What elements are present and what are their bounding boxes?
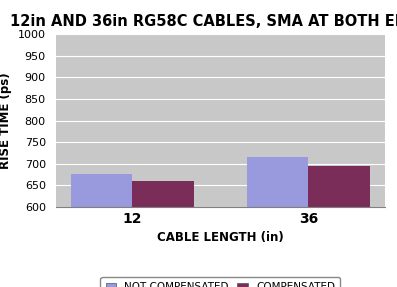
Bar (132, 181, 194, 287)
Bar (71, 174, 132, 287)
Bar (308, 166, 370, 287)
Y-axis label: RISE TIME (ps): RISE TIME (ps) (0, 72, 12, 169)
Title: 12in AND 36in RG58C CABLES, SMA AT BOTH ENDS: 12in AND 36in RG58C CABLES, SMA AT BOTH … (10, 14, 397, 29)
Legend: NOT COMPENSATED, COMPENSATED: NOT COMPENSATED, COMPENSATED (100, 277, 340, 287)
Bar (247, 157, 308, 287)
X-axis label: CABLE LENGTH (in): CABLE LENGTH (in) (157, 231, 284, 244)
